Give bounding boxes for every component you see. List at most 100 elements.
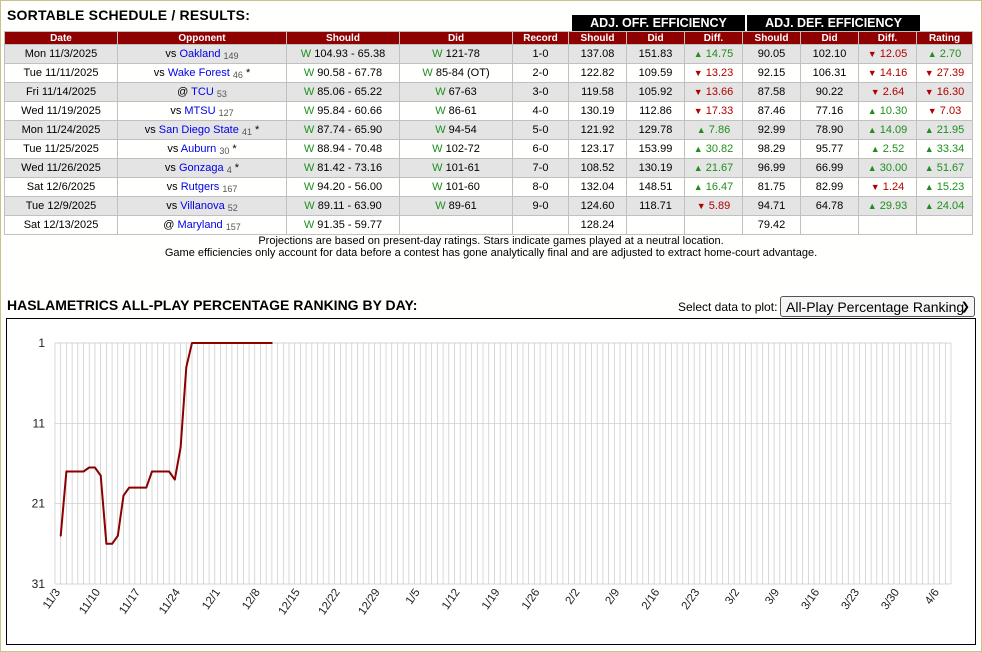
game-date: Wed 11/26/2025 xyxy=(21,162,101,174)
opponent-link[interactable]: Gonzaga xyxy=(178,161,224,174)
x-tick-label: 12/15 xyxy=(277,587,303,617)
opponent-cell: vs Gonzaga 4 * xyxy=(117,158,287,178)
rating-cell xyxy=(916,215,973,235)
projected-result: W xyxy=(303,86,315,98)
location-marker: vs xyxy=(153,66,165,79)
triangle-up-icon: ▲ xyxy=(927,49,937,59)
location-marker: vs xyxy=(166,199,178,212)
off-did-value: 153.99 xyxy=(638,143,673,155)
off-did-value: 105.92 xyxy=(638,86,673,98)
col-rating[interactable]: Rating xyxy=(916,31,973,45)
def-should-cell: 94.71 xyxy=(742,196,801,216)
opponent-link[interactable]: Rutgers xyxy=(180,180,220,193)
def-did-cell: 82.99 xyxy=(800,177,859,197)
should-cell: W 104.93 - 65.38 xyxy=(286,44,400,64)
efficiency-note: Game efficiencies only account for data … xyxy=(164,247,818,259)
def-did-value: 77.16 xyxy=(815,105,844,117)
schedule-table: Date Opponent Should Did Record Should D… xyxy=(4,31,973,235)
data-point xyxy=(213,342,216,344)
opponent-link[interactable]: TCU xyxy=(191,85,214,98)
col-did[interactable]: Did xyxy=(399,31,513,45)
actual-result: W xyxy=(422,67,433,79)
def-did-value: 66.99 xyxy=(815,162,844,174)
def-did-cell: 78.90 xyxy=(800,120,859,140)
col-off-should[interactable]: Should xyxy=(568,31,627,45)
opponent-link[interactable]: Villanova xyxy=(180,199,225,212)
triangle-up-icon: ▲ xyxy=(867,125,877,135)
did-cell: W 121-78 xyxy=(399,44,513,64)
opponent-link[interactable]: Oakland xyxy=(179,47,221,60)
def-diff-cell xyxy=(858,215,917,235)
col-date[interactable]: Date xyxy=(4,31,118,45)
off-did-value: 151.83 xyxy=(638,48,673,60)
data-point xyxy=(151,470,153,473)
opponent-link[interactable]: San Diego State xyxy=(158,123,239,136)
off-did-value: 109.59 xyxy=(638,67,673,79)
opponent-cell: vs Rutgers 167 xyxy=(117,177,287,197)
opponent-link[interactable]: Maryland xyxy=(177,218,223,231)
did-cell: W 101-60 xyxy=(399,177,513,197)
col-off-diff[interactable]: Diff. xyxy=(684,31,743,45)
rating-value: 27.39 xyxy=(936,67,965,79)
table-row: Sat 12/13/2025 @ Maryland 157 W 91.35 - 5… xyxy=(4,215,973,235)
triangle-down-icon: ▼ xyxy=(693,106,703,116)
opponent-rank: 127 xyxy=(218,107,234,118)
col-def-diff[interactable]: Diff. xyxy=(858,31,917,45)
opponent-link[interactable]: Wake Forest xyxy=(167,66,230,79)
opponent-cell: @ Maryland 157 xyxy=(117,215,287,235)
data-point xyxy=(116,534,119,537)
record-cell: 6-0 xyxy=(512,139,569,159)
def-should-cell: 87.58 xyxy=(742,82,801,102)
def-did-cell: 66.99 xyxy=(800,158,859,178)
off-did-cell: 151.83 xyxy=(626,44,685,64)
should-cell: W 85.06 - 65.22 xyxy=(286,82,400,102)
data-point xyxy=(191,342,193,344)
rating-value: 33.34 xyxy=(936,143,965,155)
data-point xyxy=(179,446,182,449)
off-should-cell: 128.24 xyxy=(568,215,627,235)
plot-data-select[interactable]: All-Play Percentage Ranking ❯ xyxy=(780,296,975,317)
off-did-value: 112.86 xyxy=(639,105,672,117)
data-point xyxy=(128,486,131,489)
data-point xyxy=(134,486,136,489)
triangle-up-icon: ▲ xyxy=(924,144,934,154)
projected-result: W xyxy=(303,143,315,155)
col-should[interactable]: Should xyxy=(286,31,400,45)
data-point xyxy=(111,542,113,545)
off-should-value: 123.17 xyxy=(580,143,615,155)
def-diff-value: 29.93 xyxy=(879,200,908,212)
triangle-up-icon: ▲ xyxy=(924,163,934,173)
off-did-cell xyxy=(626,215,685,235)
ranking-chart: 1 11 21 31 11/3 11/10 11/17 11/24 12/1 12/8 12/15 1… xyxy=(6,318,976,645)
col-def-did[interactable]: Did xyxy=(800,31,859,45)
col-opponent[interactable]: Opponent xyxy=(117,31,287,45)
off-did-cell: 112.86 xyxy=(626,101,685,121)
data-point xyxy=(139,486,142,489)
off-diff-cell: ▼ 13.66 xyxy=(684,82,743,102)
def-should-value: 90.05 xyxy=(757,48,786,60)
opponent-link[interactable]: Auburn xyxy=(180,142,217,155)
plot-data-select-value: All-Play Percentage Ranking xyxy=(786,299,965,315)
x-tick-label: 1/19 xyxy=(480,587,503,612)
projected-score: 88.94 - 70.48 xyxy=(317,143,383,155)
opponent-cell: @ TCU 53 xyxy=(117,82,287,102)
data-point xyxy=(225,342,228,344)
projected-score: 87.74 - 65.90 xyxy=(317,124,383,136)
data-point xyxy=(65,470,68,473)
should-cell: W 81.42 - 73.16 xyxy=(286,158,400,178)
actual-score: 94-54 xyxy=(448,124,477,136)
col-off-did[interactable]: Did xyxy=(626,31,685,45)
col-record[interactable]: Record xyxy=(512,31,569,45)
col-def-should[interactable]: Should xyxy=(742,31,801,45)
table-row: Tue 11/25/2025 vs Auburn 30 * W 88.94 - 70… xyxy=(4,139,973,159)
def-should-value: 87.46 xyxy=(757,105,786,117)
record-cell: 3-0 xyxy=(512,82,569,102)
opponent-link[interactable]: MTSU xyxy=(184,104,216,117)
data-point xyxy=(196,342,199,344)
data-point xyxy=(145,486,148,489)
projected-score: 89.11 - 63.90 xyxy=(317,200,382,212)
opponent-cell: vs Villanova 52 xyxy=(117,196,287,216)
def-diff-cell: ▼ 14.16 xyxy=(858,63,917,83)
game-date: Tue 12/9/2025 xyxy=(25,200,97,212)
